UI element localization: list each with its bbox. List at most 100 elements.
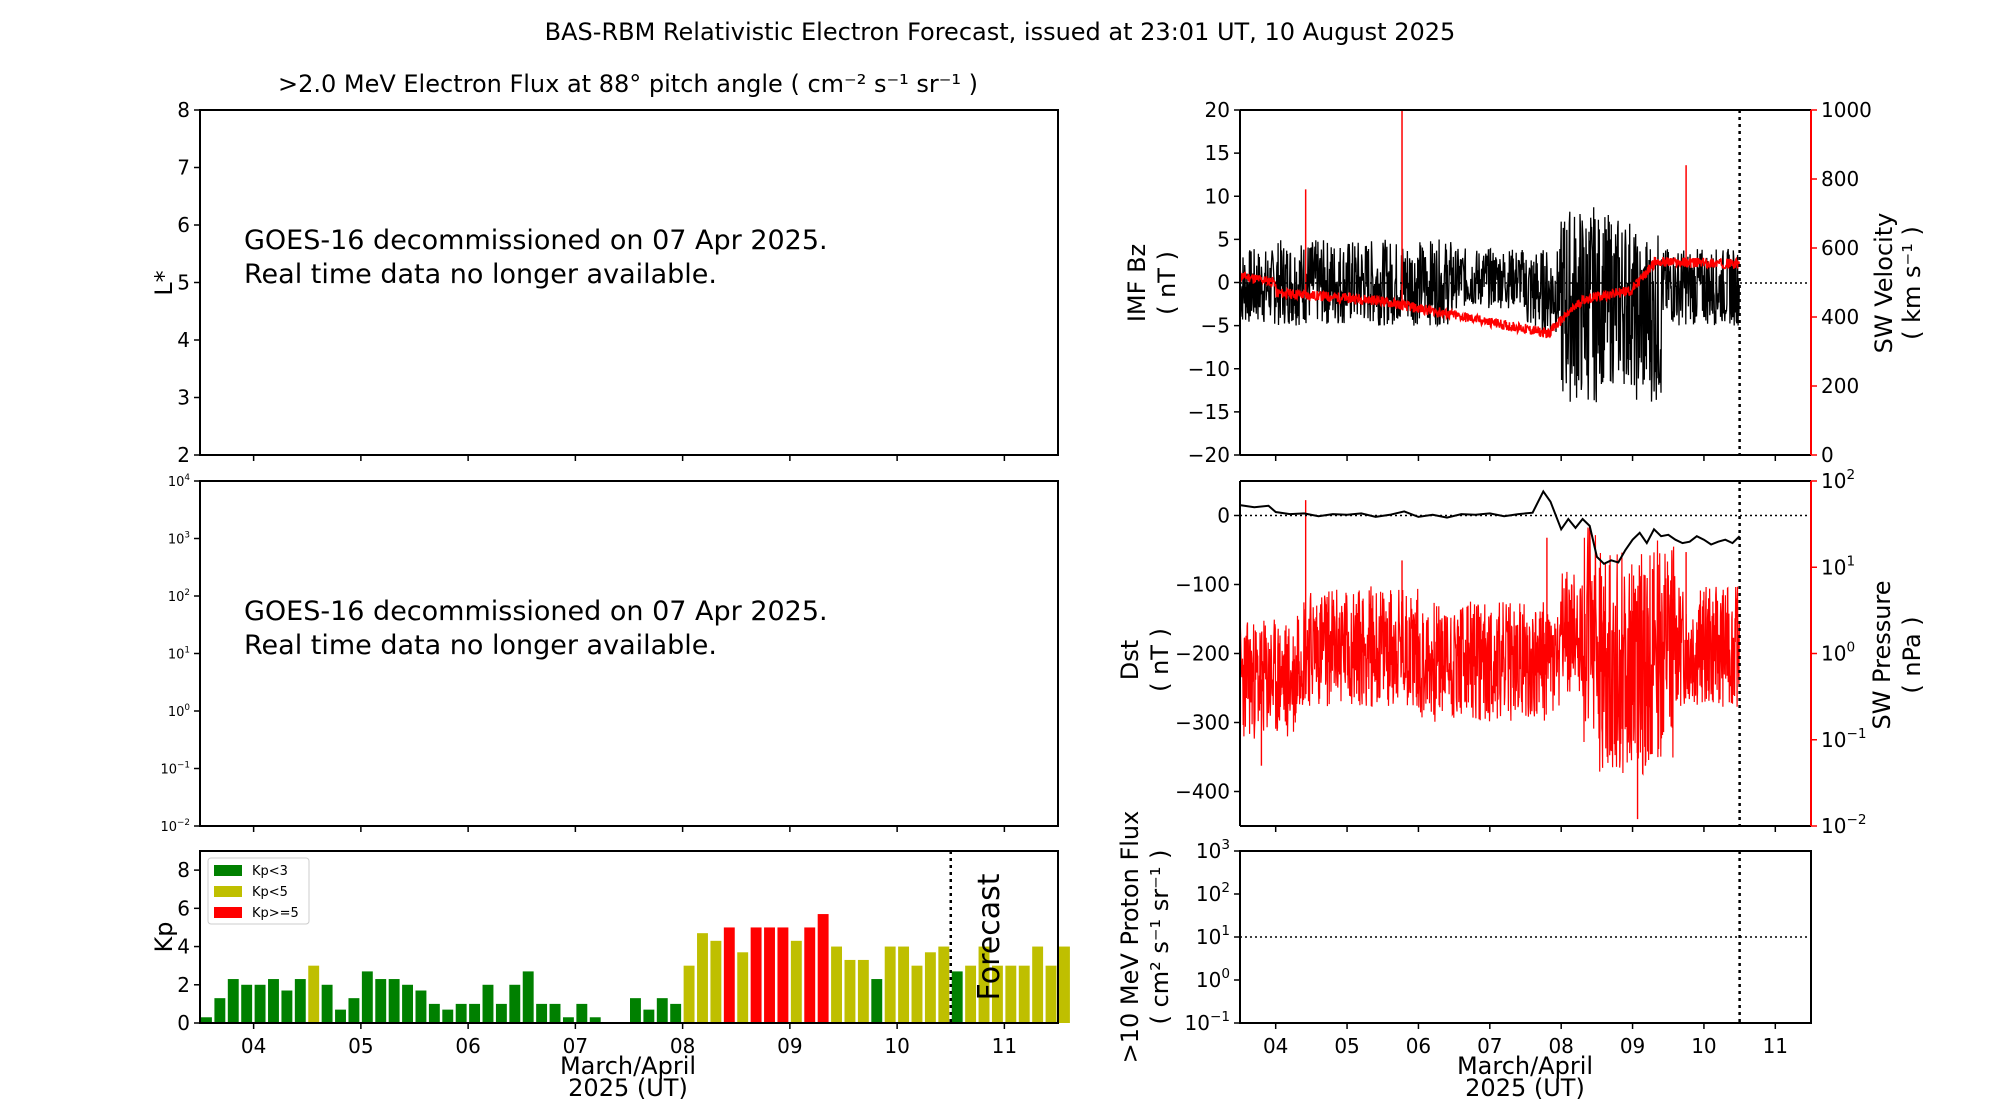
- kp-bar: [388, 979, 400, 1023]
- proton-x-tick-label: 09: [1620, 1034, 1645, 1058]
- kp-bar: [589, 1017, 601, 1023]
- kp-legend: Kp<3 Kp<5 Kp>=5: [207, 857, 310, 925]
- kp-forecast-label: Forecast: [972, 873, 1007, 1000]
- kp-y-tick-label: 8: [177, 858, 190, 882]
- imf-bz-y-tick-label: 0: [1217, 271, 1230, 295]
- imf-bz-y-tick-label: −10: [1188, 357, 1230, 381]
- flux-lstar-title: >2.0 MeV Electron Flux at 88° pitch angl…: [278, 70, 978, 98]
- proton-xlabel-line1: March/April: [1457, 1052, 1593, 1080]
- kp-bars: [201, 914, 1070, 1023]
- flux-log-y-ticks: 104 103 102 101 100 10−1 10−2: [160, 473, 200, 835]
- kp-bar: [522, 971, 534, 1023]
- kp-bar: [683, 965, 695, 1023]
- sw-velocity-y-ticks: 0 200 400 600 800 1000: [1811, 98, 1872, 467]
- imf-bz-trace: [1239, 207, 1740, 403]
- kp-bar: [321, 984, 333, 1023]
- kp-bar: [227, 979, 239, 1023]
- kp-bar: [831, 946, 842, 1023]
- imf-bz-y-tick-label: 15: [1205, 141, 1230, 165]
- sw-velocity-ylabel: SW Velocity: [1870, 213, 1898, 354]
- kp-bar: [697, 933, 708, 1023]
- kp-bar: [549, 1003, 561, 1023]
- kp-bar: [938, 946, 950, 1023]
- sw-pressure-yunit: ( nPa ): [1898, 616, 1926, 693]
- flux-log-y-tick-label: 101: [168, 646, 190, 663]
- kp-xlabel-line2: 2025 (UT): [568, 1074, 688, 1100]
- proton-x-tick-label: 07: [1477, 1034, 1502, 1058]
- imf-bz-y-tick-label: −5: [1201, 314, 1230, 338]
- proton-x-tick-label: 08: [1548, 1034, 1573, 1058]
- sw-velocity-series: [1239, 110, 1741, 339]
- sw-velocity-trace: [1239, 256, 1741, 339]
- kp-bar: [1032, 946, 1044, 1023]
- kp-y-tick-label: 6: [177, 896, 190, 920]
- flux-log-y-tick-label: 10−2: [160, 818, 190, 835]
- kp-bar: [1045, 965, 1057, 1023]
- dst-ylabel: Dst: [1116, 640, 1144, 680]
- kp-bar: [348, 998, 360, 1023]
- kp-x-tick-label: 06: [455, 1034, 480, 1058]
- flux-lstar-y-tick-label: 4: [177, 328, 190, 352]
- flux-lstar-ylabel: L*: [150, 270, 178, 295]
- flux-log-x-tickmarks: [252, 826, 1006, 832]
- proton-y-tick-label: 10−1: [1185, 1009, 1231, 1035]
- kp-bar: [375, 979, 387, 1023]
- proton-x-tick-label: 04: [1263, 1034, 1288, 1058]
- kp-y-ticks: 0 2 4 6 8: [177, 858, 200, 1035]
- kp-bar: [1005, 965, 1017, 1023]
- dst-x-tickmarks: [1274, 826, 1777, 832]
- kp-bar: [630, 998, 641, 1023]
- kp-x-tick-label: 08: [670, 1034, 695, 1058]
- proton-ylabel: >10 MeV Proton Flux: [1116, 811, 1144, 1064]
- kp-bar: [254, 984, 266, 1023]
- flux-log-y-tick-label: 104: [168, 473, 191, 490]
- proton-y-tick-label: 101: [1196, 923, 1230, 949]
- sw-velocity-y-tick-label: 400: [1821, 305, 1859, 329]
- panel-kp: 0 2 4 6 8 04 05 06 07 08 09 10 11 Kp Forecast Kp<3 …: [150, 850, 1070, 1100]
- kp-bar: [509, 984, 521, 1023]
- flux-lstar-y-tick-label: 3: [177, 386, 190, 410]
- figure-title: BAS-RBM Relativistic Electron Forecast, …: [545, 18, 1456, 46]
- kp-bar: [214, 998, 226, 1023]
- panel-flux-log: 104 103 102 101 100 10−1 10−2 GOES-16 decommis…: [160, 473, 1059, 835]
- sw-velocity-y-tick-label: 1000: [1821, 98, 1872, 122]
- kp-bar: [991, 965, 1003, 1023]
- dst-y-ticks: −400 −300 −200 −100 0: [1175, 504, 1240, 804]
- sw-pressure-y-ticks: 10−2 10−1 100 101 102: [1811, 467, 1867, 838]
- kp-bar: [1059, 946, 1070, 1023]
- kp-bar: [415, 990, 427, 1023]
- kp-bar: [737, 952, 749, 1023]
- kp-bar: [495, 1003, 507, 1023]
- dst-yunit: ( nT ): [1146, 628, 1174, 692]
- sw-velocity-y-tick-label: 0: [1821, 443, 1834, 467]
- imf-bz-y-tick-label: −15: [1188, 400, 1230, 424]
- flux-log-y-tick-label: 100: [168, 703, 191, 720]
- kp-bar: [790, 940, 802, 1023]
- kp-bar: [750, 927, 762, 1023]
- kp-bar: [898, 946, 910, 1023]
- imf-bz-yunit: ( nT ): [1153, 251, 1181, 315]
- imf-bz-x-tickmarks: [1274, 455, 1777, 461]
- kp-legend-swatch-mid: [214, 886, 242, 897]
- sw-pressure-ylabel: SW Pressure: [1868, 580, 1896, 729]
- sw-pressure-y-tick-label: 10−2: [1821, 812, 1867, 838]
- kp-bar: [924, 952, 936, 1023]
- kp-bar: [670, 1003, 682, 1023]
- kp-bar: [911, 965, 923, 1023]
- kp-bar: [951, 971, 963, 1023]
- flux-lstar-message-line2: Real time data no longer available.: [244, 259, 717, 290]
- proton-y-tick-label: 103: [1196, 837, 1230, 863]
- kp-bar: [402, 984, 413, 1023]
- kp-bar: [710, 940, 722, 1023]
- kp-bar: [361, 971, 373, 1023]
- dst-y-tick-label: −100: [1175, 573, 1230, 597]
- kp-bar: [804, 927, 816, 1023]
- sw-velocity-yunit: ( km s⁻¹ ): [1898, 226, 1926, 340]
- sw-pressure-trace: [1239, 525, 1740, 776]
- kp-bar: [576, 1003, 588, 1023]
- proton-y-tick-label: 100: [1196, 966, 1230, 992]
- kp-bar: [857, 959, 869, 1023]
- dst-y-tick-label: −300: [1175, 711, 1230, 735]
